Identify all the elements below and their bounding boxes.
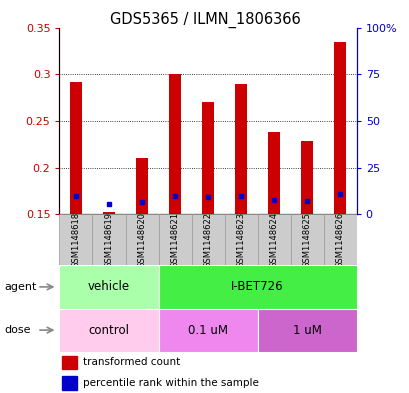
Text: transformed count: transformed count: [83, 358, 180, 367]
Bar: [158, 309, 257, 352]
Text: dose: dose: [4, 325, 31, 335]
Bar: [62, 356, 77, 369]
Bar: [158, 214, 191, 265]
Text: GSM1148625: GSM1148625: [302, 212, 311, 268]
Text: GSM1148623: GSM1148623: [236, 212, 245, 268]
Text: percentile rank within the sample: percentile rank within the sample: [83, 378, 258, 388]
Bar: [235, 83, 246, 214]
Bar: [59, 214, 92, 265]
Bar: [158, 265, 356, 309]
Text: I-BET726: I-BET726: [231, 280, 283, 294]
Bar: [323, 214, 356, 265]
Bar: [224, 214, 257, 265]
Text: GSM1148624: GSM1148624: [269, 212, 278, 268]
Bar: [257, 309, 356, 352]
Bar: [268, 132, 279, 214]
Bar: [334, 42, 345, 214]
Bar: [202, 102, 213, 214]
Bar: [125, 214, 158, 265]
Bar: [301, 141, 312, 214]
Bar: [290, 214, 323, 265]
Bar: [92, 214, 125, 265]
Bar: [59, 309, 158, 352]
Text: GSM1148620: GSM1148620: [137, 212, 146, 268]
Bar: [136, 158, 147, 214]
Text: GSM1148626: GSM1148626: [335, 212, 344, 268]
Text: GSM1148618: GSM1148618: [71, 212, 80, 268]
Text: control: control: [88, 323, 129, 337]
Text: GSM1148619: GSM1148619: [104, 212, 113, 268]
Bar: [70, 82, 81, 214]
Bar: [62, 376, 77, 390]
Text: vehicle: vehicle: [88, 280, 130, 294]
Bar: [169, 74, 180, 214]
Text: GSM1148622: GSM1148622: [203, 212, 212, 268]
Text: agent: agent: [4, 282, 36, 292]
Bar: [191, 214, 224, 265]
Text: 1 uM: 1 uM: [292, 323, 321, 337]
Bar: [257, 214, 290, 265]
Text: GDS5365 / ILMN_1806366: GDS5365 / ILMN_1806366: [109, 12, 300, 28]
Text: 0.1 uM: 0.1 uM: [188, 323, 227, 337]
Bar: [103, 212, 115, 214]
Bar: [59, 265, 158, 309]
Text: GSM1148621: GSM1148621: [170, 212, 179, 268]
